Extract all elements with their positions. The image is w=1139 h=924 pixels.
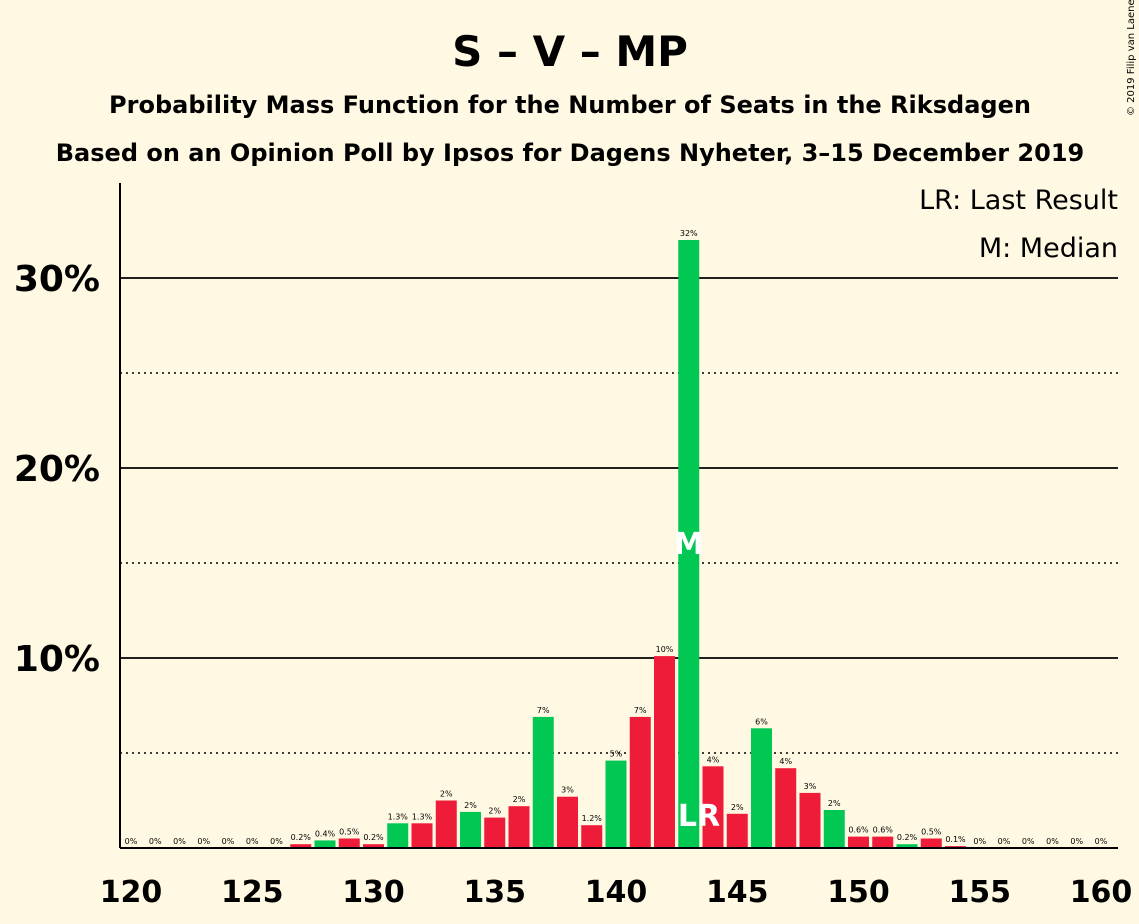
data-label-132: 1.3% [388, 812, 409, 821]
data-label-143: 10% [656, 645, 674, 654]
data-label-136: 2% [488, 807, 501, 816]
bar-145 [702, 766, 724, 848]
data-label-148: 4% [779, 757, 792, 766]
bar-152 [872, 836, 894, 848]
data-label-123: 0% [173, 837, 186, 846]
data-label-131: 0.2% [363, 833, 384, 842]
data-label-159: 0% [1046, 837, 1059, 846]
copyright-notice: © 2019 Filip van Laenen [1126, 0, 1137, 116]
data-label-135: 2% [464, 801, 477, 810]
x-tick-120: 120 [100, 875, 163, 910]
data-label-127: 0% [270, 837, 283, 846]
x-tick-160: 160 [1070, 875, 1133, 910]
bar-148 [775, 768, 797, 848]
bar-134 [435, 800, 457, 848]
bar-140 [581, 825, 603, 848]
bar-136 [484, 817, 506, 848]
data-label-161: 0% [1095, 837, 1108, 846]
x-tick-150: 150 [827, 875, 890, 910]
data-label-133: 1.3% [412, 812, 433, 821]
bar-138 [532, 716, 554, 848]
bar-151 [848, 836, 869, 848]
data-label-141: 5% [610, 750, 623, 759]
data-label-153: 0.2% [897, 833, 918, 842]
bar-130 [338, 838, 360, 848]
chart-subtitle-2: Based on an Opinion Poll by Ipsos for Da… [56, 139, 1084, 167]
bar-137 [508, 806, 530, 848]
bar-143 [654, 656, 675, 848]
bar-128 [290, 844, 312, 848]
x-tick-135: 135 [463, 875, 526, 910]
data-label-137: 2% [513, 795, 526, 804]
chart-title: S – V – MP [452, 27, 688, 76]
data-label-142: 7% [634, 706, 647, 715]
y-tick-10: 10% [14, 639, 100, 680]
bar-144 [678, 240, 700, 848]
x-tick-130: 130 [342, 875, 405, 910]
gridlines [120, 277, 1118, 754]
bar-150 [823, 810, 845, 848]
data-label-146: 2% [731, 803, 744, 812]
x-tick-labels: 120 125 130 135 140 145 150 155 160 [100, 875, 1133, 910]
bar-154 [920, 838, 942, 848]
data-label-128: 0.2% [291, 833, 312, 842]
data-label-156: 0% [973, 837, 986, 846]
x-tick-145: 145 [706, 875, 769, 910]
data-label-140: 1.2% [582, 814, 603, 823]
data-label-125: 0% [222, 837, 235, 846]
bar-141 [605, 760, 627, 848]
bar-142 [629, 716, 651, 848]
data-labels-group: 0% 0% 0% 0% 0% 0% 0% 0.2% 0.4% 0.5%0.2%1.3% 1.3%2%… [125, 229, 1108, 846]
markers-group: M LR [674, 527, 720, 834]
bar-132 [387, 823, 409, 848]
data-label-129: 0.4% [315, 829, 336, 838]
bar-135 [460, 811, 481, 848]
bar-147 [751, 728, 772, 848]
x-tick-155: 155 [948, 875, 1011, 910]
bars-group [290, 240, 966, 848]
data-label-126: 0% [246, 837, 259, 846]
median-marker: M [674, 527, 704, 562]
axes [119, 183, 1118, 849]
data-label-134: 2% [440, 790, 453, 799]
x-tick-140: 140 [585, 875, 648, 910]
data-label-157: 0% [998, 837, 1011, 846]
data-label-145: 4% [707, 755, 720, 764]
data-label-154: 0.5% [921, 828, 942, 837]
y-tick-30: 30% [14, 259, 100, 300]
data-label-151: 0.6% [848, 826, 869, 835]
bar-149 [799, 792, 821, 848]
data-label-124: 0% [197, 837, 210, 846]
data-label-139: 3% [561, 786, 574, 795]
data-label-158: 0% [1022, 837, 1035, 846]
chart-subtitle-1: Probability Mass Function for the Number… [109, 91, 1031, 119]
data-label-149: 3% [804, 782, 817, 791]
y-tick-20: 20% [14, 449, 100, 490]
data-label-150: 2% [828, 799, 841, 808]
x-tick-125: 125 [221, 875, 284, 910]
bar-133 [411, 823, 433, 848]
data-label-160: 0% [1070, 837, 1083, 846]
data-label-122: 0% [149, 837, 162, 846]
bar-139 [557, 796, 578, 848]
data-label-121: 0% [125, 837, 138, 846]
data-label-155: 0.1% [945, 835, 966, 844]
bar-146 [726, 813, 748, 848]
legend-median: M: Median [979, 233, 1118, 264]
data-label-144: 32% [680, 229, 698, 238]
bar-131 [363, 844, 384, 848]
data-label-138: 7% [537, 706, 550, 715]
y-tick-labels: 10% 20% 30% [14, 259, 100, 680]
bar-153 [896, 844, 918, 848]
data-label-130: 0.5% [339, 828, 360, 837]
bar-129 [314, 840, 336, 848]
data-label-147: 6% [755, 717, 768, 726]
last-result-marker: LR [678, 799, 720, 834]
legend-last-result: LR: Last Result [919, 185, 1118, 216]
data-label-152: 0.6% [873, 826, 894, 835]
